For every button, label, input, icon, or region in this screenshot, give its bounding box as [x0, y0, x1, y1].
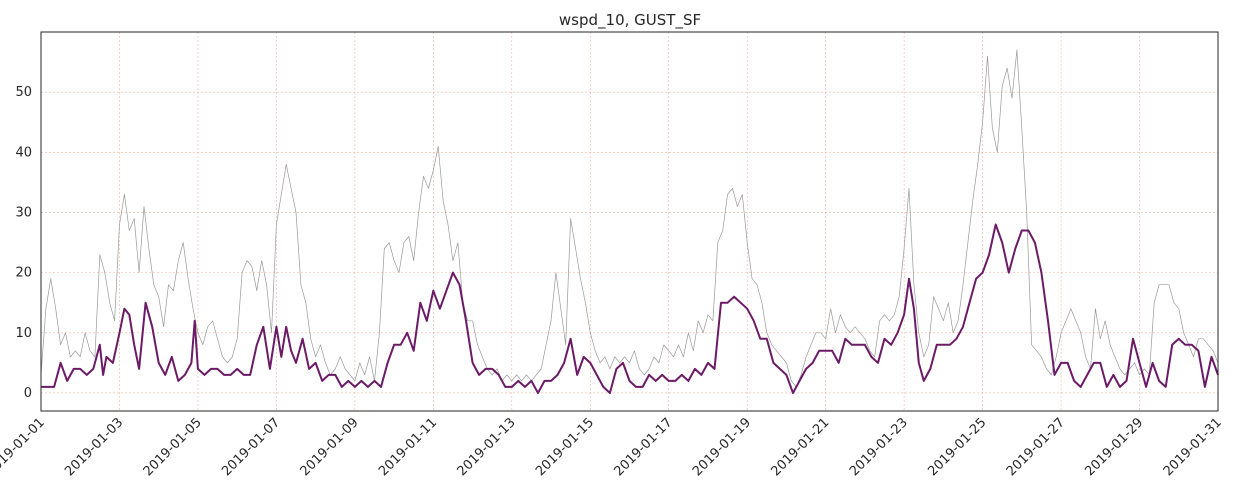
- series-lines: [40, 49, 1219, 394]
- y-tick-label: 40: [15, 145, 32, 160]
- plot-frame: [40, 31, 1219, 412]
- y-tick-label: 0: [24, 386, 32, 401]
- grid-lines: [40, 32, 1219, 411]
- y-tick-label: 20: [15, 266, 32, 281]
- y-tick-label: 30: [15, 205, 32, 220]
- series-line-2: [41, 223, 1219, 394]
- y-axis-ticks: 0 10 20 30 40 50: [15, 85, 32, 401]
- series-line-1: [40, 49, 1219, 388]
- chart-title: wspd_10, GUST_SF: [559, 11, 701, 30]
- y-tick-label: 50: [15, 85, 32, 100]
- y-tick-label: 10: [15, 326, 32, 341]
